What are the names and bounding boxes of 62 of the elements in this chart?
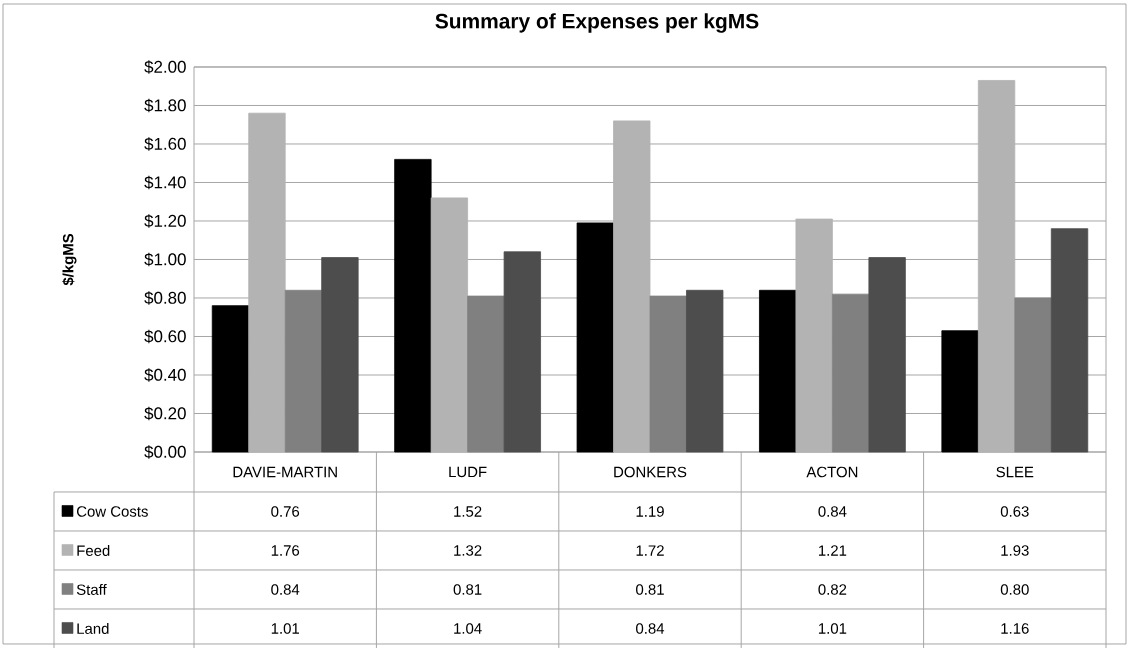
bar [248, 112, 286, 453]
data-label: 0.80 [1000, 583, 1029, 595]
y-tick-label: $0.40 [144, 367, 186, 382]
data-label: 1.01 [271, 622, 300, 634]
data-label: 0.82 [818, 583, 847, 595]
data-label: 0.76 [271, 505, 300, 517]
y-tick-label: $1.20 [144, 213, 186, 228]
data-label: 0.63 [1000, 505, 1029, 517]
bar [467, 295, 505, 453]
data-label: 1.93 [1001, 544, 1029, 556]
data-label: 1.76 [271, 544, 300, 556]
bar [576, 222, 614, 453]
data-label: 0.84 [818, 505, 847, 517]
y-tick-label: $1.60 [144, 136, 186, 151]
y-tick-label: $0.60 [144, 329, 186, 344]
legend-label: Cow Costs [76, 505, 148, 517]
y-axis-title: $/kgMS [62, 233, 77, 286]
legend-label: Land [77, 622, 109, 634]
bar [759, 289, 797, 453]
y-tick-label: $1.80 [144, 98, 186, 113]
bar [430, 197, 469, 453]
data-label: 1.52 [454, 505, 482, 517]
x-tick-label: ACTON [806, 466, 858, 478]
data-label: 0.84 [271, 583, 300, 595]
bar [795, 218, 833, 453]
bar [284, 289, 323, 453]
bar [1014, 297, 1052, 453]
data-label: 1.16 [1001, 622, 1029, 634]
bar [394, 158, 432, 453]
data-label: 0.81 [636, 583, 664, 595]
bar [1050, 228, 1089, 453]
y-tick-label: $0.20 [144, 406, 186, 421]
bar [503, 251, 541, 453]
y-tick-label: $0.00 [144, 444, 186, 459]
bar [321, 256, 359, 453]
legend-label: Feed [77, 544, 110, 556]
bar [832, 293, 870, 453]
data-label: 1.04 [454, 622, 482, 634]
data-label: 1.32 [454, 544, 482, 556]
bar [977, 79, 1016, 453]
data-label: 0.81 [453, 583, 482, 595]
data-label: 1.19 [636, 505, 664, 517]
data-label: 0.84 [636, 622, 665, 634]
y-tick-label: $1.00 [144, 252, 186, 267]
y-tick-label: $0.80 [144, 290, 186, 305]
y-tick-label: $2.00 [144, 59, 186, 74]
y-tick-label: $1.40 [144, 175, 186, 190]
bar [686, 289, 724, 453]
x-tick-label: DAVIE-MARTIN [233, 466, 337, 477]
bar [613, 120, 651, 453]
data-label: 1.72 [636, 545, 664, 556]
x-tick-label: DONKERS [614, 466, 687, 478]
data-label: 1.01 [819, 622, 847, 634]
bar [649, 295, 687, 453]
legend-label: Staff [76, 583, 107, 595]
data-label: 1.21 [819, 545, 847, 556]
x-tick-label: LUDF [449, 466, 487, 477]
chart-title: Summary of Expenses per kgMS [435, 12, 759, 33]
bar [211, 305, 250, 453]
x-tick-label: SLEE [996, 466, 1034, 478]
bar [941, 330, 979, 453]
bar [868, 256, 906, 453]
